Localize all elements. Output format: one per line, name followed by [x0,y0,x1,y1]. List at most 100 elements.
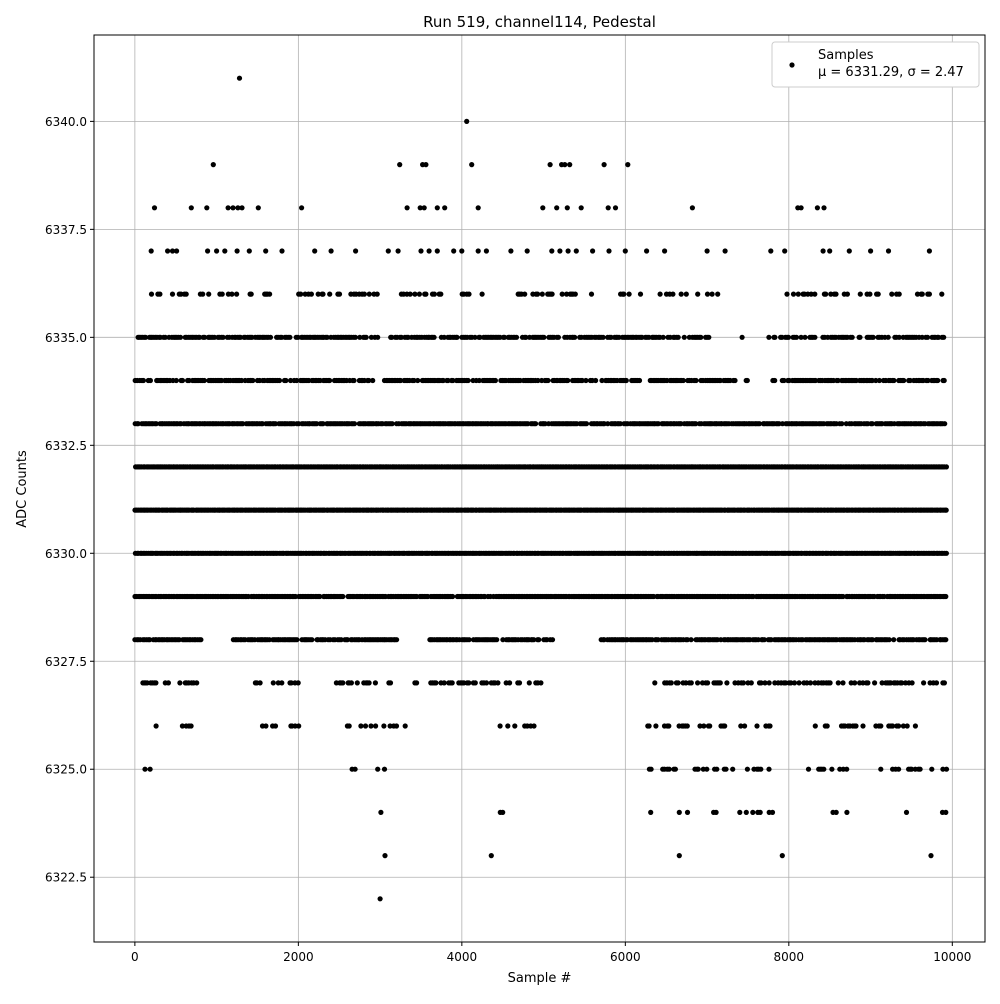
data-point [477,334,483,340]
data-point [652,680,658,686]
data-point [475,205,481,211]
data-point [236,75,243,81]
data-point [421,205,427,211]
data-point [814,205,821,211]
data-point [320,291,326,297]
data-point [378,809,384,816]
data-point [351,421,358,427]
data-point [835,680,841,686]
data-point [327,377,333,384]
data-point [791,680,798,686]
data-point [926,291,933,297]
data-point [147,377,153,384]
data-point [925,334,931,340]
data-point [788,680,794,686]
data-point [672,766,679,772]
data-point [153,680,159,686]
data-point [535,291,541,297]
data-point [919,291,925,297]
data-point [939,291,945,297]
data-point [666,723,672,729]
data-point [441,680,447,686]
data-point [348,680,354,686]
data-point [255,205,261,211]
data-point [655,637,661,643]
data-point [675,334,681,340]
data-point [541,334,547,340]
data-point [294,637,300,643]
data-point [366,377,372,384]
data-point [612,205,619,211]
data-point [567,162,573,168]
data-point [744,766,751,772]
data-point [352,766,358,772]
data-point [784,291,790,297]
data-point [846,248,852,254]
data-point [464,118,470,124]
data-point [426,248,432,254]
data-point [398,377,404,384]
data-point [929,766,935,772]
data-point [578,205,584,211]
data-point [197,334,203,340]
data-point [201,377,207,384]
data-point [941,334,947,340]
data-point [382,853,388,859]
data-point [738,723,744,729]
data-point [779,853,785,859]
data-point [381,766,388,772]
data-point [772,377,778,384]
data-point [857,334,863,340]
data-point [411,377,417,384]
data-point [653,723,659,729]
data-point [450,593,456,600]
data-point [366,680,372,686]
data-point [943,507,949,513]
data-point [835,377,841,384]
data-point [177,680,183,686]
data-point [873,377,879,384]
data-point [886,637,892,643]
data-point [240,421,246,427]
data-point [605,205,611,211]
data-point [327,291,333,297]
data-point [267,334,274,340]
data-point [812,334,818,340]
data-point [438,291,444,297]
data-point [767,723,773,729]
data-point [756,421,763,427]
data-point [294,377,300,384]
data-point [370,377,376,384]
data-point [229,291,235,297]
data-point [579,377,585,384]
data-point [693,421,699,427]
data-point [644,248,650,254]
data-point [549,248,555,254]
data-point [531,637,537,643]
data-point [536,637,542,643]
x-tick-label: 0 [131,950,139,964]
data-point [472,334,478,340]
data-point [298,291,304,297]
data-point [903,809,910,816]
data-point [684,723,690,729]
data-point [590,248,596,254]
data-point [434,248,440,254]
data-point [562,162,568,168]
legend-stats-label: μ = 6331.29, σ = 2.47 [818,65,964,80]
data-point [483,680,490,686]
data-point [706,334,712,340]
data-point [909,766,915,772]
data-point [555,334,562,340]
data-point [295,680,301,686]
data-point [434,205,440,211]
data-point [165,680,171,686]
data-point [549,291,555,297]
data-point [798,334,804,340]
data-point [559,291,565,297]
data-point [513,334,520,340]
data-point [896,334,902,340]
data-point [344,637,351,643]
x-axis-label: Sample # [508,971,572,986]
